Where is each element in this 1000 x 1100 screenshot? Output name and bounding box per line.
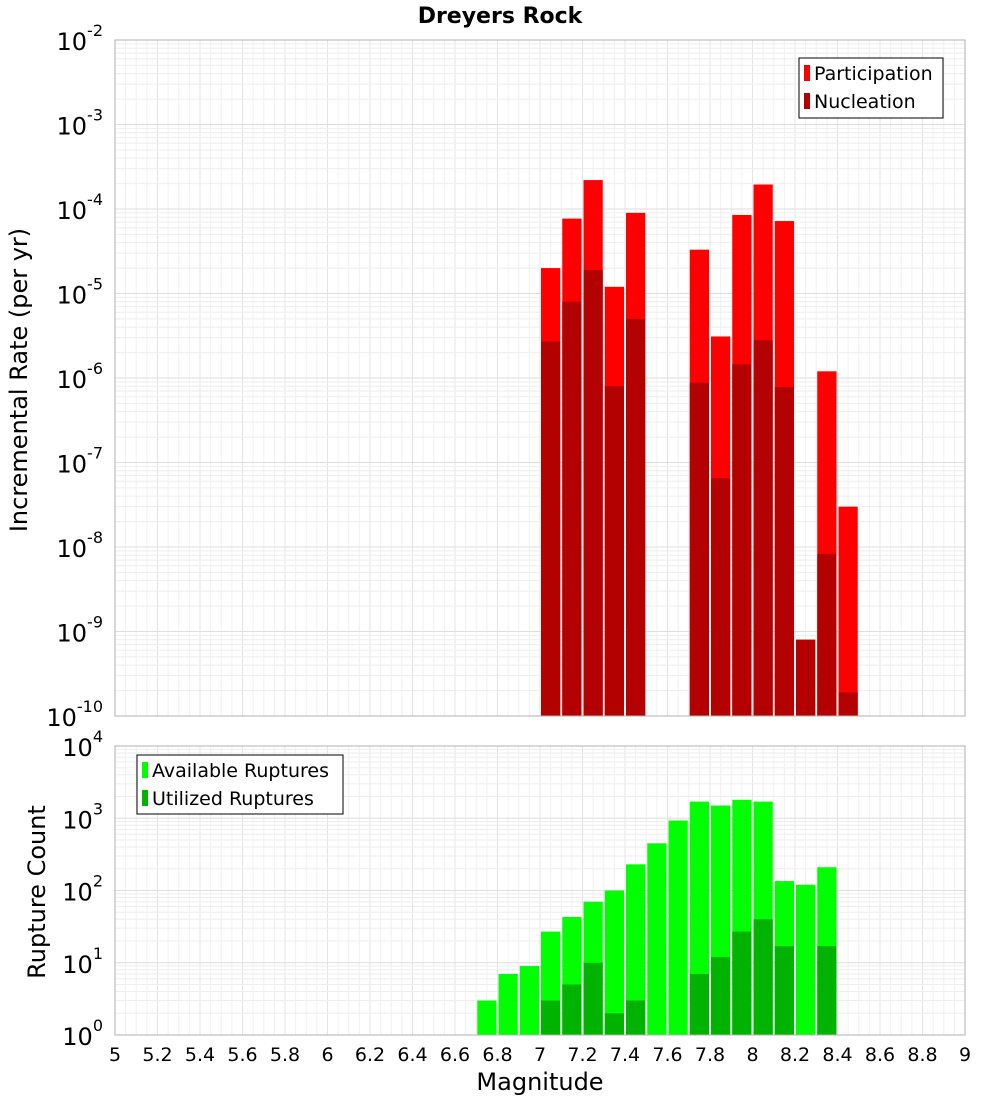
- top-y-tick-label: 10-4: [57, 190, 104, 225]
- bottom-panel: 100 101 102 103 104 5 5.2 5.4 5.6 5.8 6 6.2 6.4 6.6 6.…: [62, 727, 971, 1066]
- bottom-bar-utilized-ruptures: [541, 1000, 561, 1035]
- top-bar-nucleation: [583, 269, 603, 716]
- top-panel: 10-10 10-9 10-8 10-7 10-6 10-5 10-4 10-3 10-2: [46, 21, 966, 732]
- x-tick-label: 7: [534, 1044, 546, 1066]
- x-tick-label: 5.6: [227, 1044, 257, 1066]
- bottom-plot-border: [114, 745, 966, 1036]
- bottom-bar-utilized-ruptures: [562, 984, 582, 1035]
- bottom-bar-available-ruptures: [668, 820, 688, 1035]
- bottom-legend-swatch: [142, 790, 148, 806]
- top-plot-border: [114, 39, 966, 717]
- x-tick-label: 7.6: [652, 1044, 682, 1066]
- bottom-bar-utilized-ruptures: [753, 919, 773, 1035]
- bottom-bar-available-ruptures: [796, 884, 816, 1035]
- x-tick-label: 6.2: [355, 1044, 385, 1066]
- top-y-tick-label: 10-6: [57, 359, 104, 394]
- top-legend-swatch: [804, 93, 810, 109]
- bottom-bar-utilized-ruptures: [626, 1000, 646, 1035]
- x-tick-label: 8.8: [907, 1044, 937, 1066]
- bottom-bar-utilized-ruptures: [732, 931, 752, 1035]
- bottom-bar-utilized-ruptures: [774, 946, 794, 1035]
- bottom-bar-utilized-ruptures: [817, 946, 837, 1035]
- bottom-y-tick-label: 104: [62, 727, 103, 762]
- x-tick-label: 8: [746, 1044, 758, 1066]
- top-legend-label: Nucleation: [814, 91, 916, 113]
- bottom-bar-available-ruptures: [477, 1000, 497, 1035]
- top-legend-box: [798, 57, 944, 119]
- bottom-legend-swatch: [142, 762, 148, 778]
- bottom-bar-utilized-ruptures: [604, 1013, 624, 1035]
- bottom-bar-utilized-ruptures: [583, 962, 603, 1035]
- top-bar-nucleation: [838, 692, 858, 716]
- top-y-tick-label: 10-5: [57, 275, 104, 310]
- bottom-y-tick-label: 100: [62, 1016, 103, 1051]
- bottom-legend-box: [136, 754, 344, 815]
- bottom-bar-utilized-ruptures: [689, 973, 709, 1035]
- top-y-tick-label: 10-8: [57, 528, 104, 563]
- top-bar-nucleation: [689, 382, 709, 716]
- bottom-y-tick-label: 101: [62, 944, 103, 979]
- bottom-y-tick-label: 102: [62, 872, 103, 907]
- top-y-tick-label: 10-3: [57, 106, 104, 141]
- bottom-legend: Available Ruptures Utilized Ruptures: [136, 754, 344, 815]
- x-tick-label: 7.8: [695, 1044, 725, 1066]
- x-tick-label: 8.6: [865, 1044, 895, 1066]
- top-bar-nucleation: [774, 387, 794, 716]
- x-tick-label: 6.6: [440, 1044, 470, 1066]
- x-tick-label: 5: [109, 1044, 121, 1066]
- bottom-bar-available-ruptures: [519, 966, 539, 1035]
- top-bar-nucleation: [562, 301, 582, 716]
- top-bar-nucleation: [711, 478, 731, 716]
- bottom-y-tick-label: 103: [62, 799, 103, 834]
- x-tick-label: 6.4: [397, 1044, 427, 1066]
- bottom-bar-available-ruptures: [647, 843, 667, 1035]
- top-bar-nucleation: [626, 318, 646, 716]
- x-tick-label: 9: [959, 1044, 971, 1066]
- x-tick-label: 5.2: [142, 1044, 172, 1066]
- x-tick-label: 6.8: [482, 1044, 512, 1066]
- top-bar-nucleation: [817, 553, 837, 716]
- top-legend-label: Participation: [814, 63, 933, 85]
- x-tick-label: 8.2: [780, 1044, 810, 1066]
- top-legend-swatch: [804, 65, 810, 81]
- top-y-tick-label: 10-2: [57, 21, 104, 56]
- x-tick-label: 5.8: [270, 1044, 300, 1066]
- bottom-legend-label: Utilized Ruptures: [152, 788, 314, 810]
- x-tick-label: 5.4: [185, 1044, 215, 1066]
- top-bar-nucleation: [732, 364, 752, 716]
- x-axis-label: Magnitude: [476, 1068, 603, 1096]
- top-bar-nucleation: [796, 639, 816, 716]
- top-bar-nucleation: [604, 386, 624, 716]
- x-tick-label: 7.2: [567, 1044, 597, 1066]
- top-y-tick-label: 10-10: [46, 697, 103, 732]
- bottom-bar-available-ruptures: [626, 864, 646, 1035]
- top-legend: Participation Nucleation: [798, 57, 944, 119]
- top-bar-participation: [838, 506, 858, 716]
- bottom-y-axis-label: Rupture Count: [23, 805, 51, 979]
- x-tick-label: 8.4: [822, 1044, 852, 1066]
- top-bar-nucleation: [753, 340, 773, 716]
- bottom-legend-label: Available Ruptures: [152, 760, 329, 782]
- x-tick-label: 6: [321, 1044, 333, 1066]
- chart-title: Dreyers Rock: [418, 4, 584, 29]
- x-tick-label: 7.4: [610, 1044, 640, 1066]
- top-y-tick-label: 10-7: [57, 444, 104, 479]
- top-y-axis-label: Incremental Rate (per yr): [5, 228, 33, 532]
- bottom-bar-utilized-ruptures: [711, 957, 731, 1035]
- top-y-tick-label: 10-9: [57, 613, 104, 648]
- bottom-bar-available-ruptures: [498, 973, 518, 1035]
- top-bar-nucleation: [541, 341, 561, 716]
- bottom-bar-available-ruptures: [604, 890, 624, 1035]
